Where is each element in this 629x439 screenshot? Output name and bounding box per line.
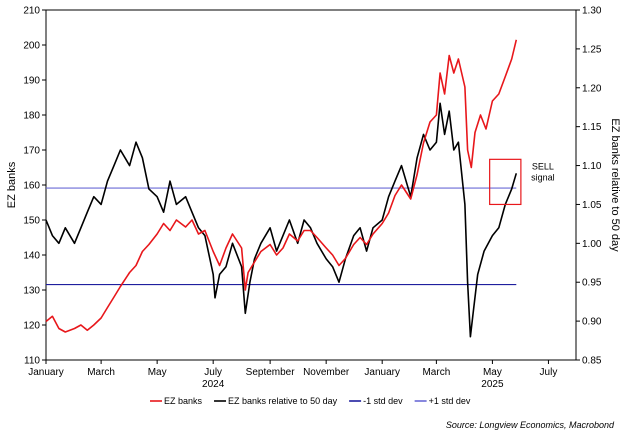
right-tick-label: 0.90 [582, 317, 602, 328]
right-tick-label: 1.00 [582, 239, 602, 250]
x-tick-label: November [303, 367, 350, 378]
left-axis-title: EZ banks [6, 161, 18, 208]
x-tick-label: July [540, 367, 558, 378]
right-tick-label: 0.85 [582, 356, 602, 367]
sell-signal-label: SELL [532, 161, 554, 171]
sell-signal-label: signal [531, 172, 555, 182]
left-tick-label: 120 [23, 321, 40, 332]
x-axis-ticks: January March May July September November Janu… [28, 360, 557, 390]
series-line [45, 39, 518, 333]
left-tick-label: 190 [23, 76, 40, 87]
right-tick-label: 1.15 [582, 122, 602, 133]
right-axis-ticks: 0.85 0.90 0.95 1.00 1.05 1.10 1.15 1.20 1.25 1.30 [576, 6, 602, 367]
right-tick-label: 1.05 [582, 200, 602, 211]
x-tick-label: March [422, 367, 450, 378]
right-tick-label: 0.95 [582, 278, 602, 289]
left-tick-label: 170 [23, 146, 40, 157]
x-tick-label: September [246, 367, 296, 378]
right-tick-label: 1.10 [582, 161, 602, 172]
left-tick-label: 130 [23, 286, 40, 297]
series-line [45, 102, 518, 338]
legend-label: EZ banks relative to 50 day [228, 396, 338, 406]
plot-frame [45, 9, 577, 361]
x-year-label: 2025 [481, 379, 504, 390]
legend-label: +1 std dev [429, 396, 471, 406]
legend: EZ banks EZ banks relative to 50 day -1 st… [150, 396, 471, 406]
sell-signal-box [489, 158, 522, 206]
x-tick-label: January [364, 367, 400, 378]
right-tick-label: 1.25 [582, 44, 602, 55]
right-axis-title: EZ banks relative to 50 day [609, 118, 621, 252]
left-tick-label: 160 [23, 181, 40, 192]
x-tick-label: May [483, 367, 502, 378]
left-tick-label: 140 [23, 251, 40, 262]
x-year-label: 2024 [202, 379, 225, 390]
legend-label: -1 std dev [363, 396, 403, 406]
right-tick-label: 1.20 [582, 83, 602, 94]
series-layer [45, 39, 518, 338]
left-tick-label: 210 [23, 6, 40, 17]
x-tick-label: March [87, 367, 115, 378]
source-note: Source: Longview Economics, Macrobond [446, 420, 615, 430]
left-tick-label: 110 [24, 356, 40, 367]
x-tick-label: January [28, 367, 64, 378]
x-tick-label: May [148, 367, 167, 378]
legend-label: EZ banks [164, 396, 203, 406]
left-tick-label: 180 [23, 111, 40, 122]
x-tick-label: July [204, 367, 222, 378]
left-tick-label: 150 [23, 216, 40, 227]
plot-area-border [45, 9, 577, 361]
right-tick-label: 1.30 [582, 6, 602, 17]
reference-lines [46, 187, 517, 286]
left-axis-ticks: 110 120 130 140 150 160 170 180 190 200 210 [23, 6, 46, 367]
left-tick-label: 200 [23, 41, 40, 52]
